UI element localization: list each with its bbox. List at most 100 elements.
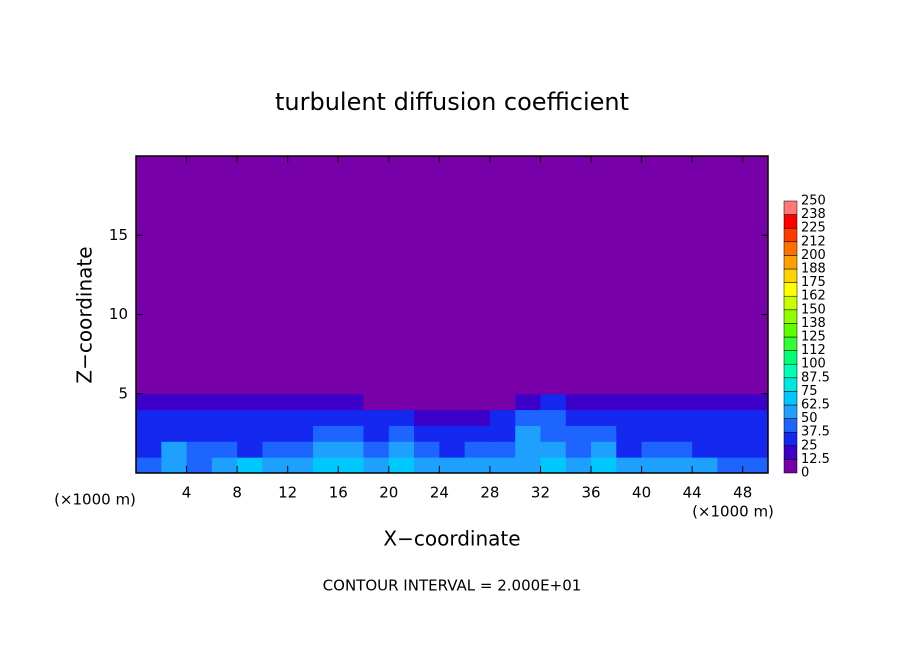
heat-cell	[211, 377, 238, 395]
heat-cell	[287, 377, 314, 395]
heat-cell	[136, 409, 162, 426]
chart-title: turbulent diffusion coefficient	[275, 88, 629, 116]
heat-cell	[489, 377, 516, 395]
heat-cell	[211, 441, 238, 458]
heat-cell	[742, 377, 769, 395]
heat-cell	[565, 377, 592, 395]
colorbar-swatch	[783, 255, 798, 270]
heat-cell	[742, 441, 769, 458]
heat-cell	[287, 409, 314, 426]
colorbar-label: 150	[801, 302, 826, 317]
x-tick-label: 4	[182, 484, 192, 502]
heat-cell	[717, 441, 744, 458]
heat-cell	[388, 393, 415, 411]
x-tick-label: 16	[329, 484, 348, 502]
heat-cell	[262, 377, 289, 395]
colorbar-label: 175	[801, 275, 826, 290]
heat-cell	[312, 393, 339, 411]
colorbar-swatch	[783, 214, 798, 229]
heat-cell	[136, 377, 162, 395]
heat-cell	[414, 441, 440, 458]
x-unit-label: (×1000 m)	[692, 503, 774, 521]
heat-cell	[338, 441, 365, 458]
heat-cell	[186, 457, 213, 474]
heat-cell	[237, 393, 263, 411]
heat-cell	[186, 409, 213, 426]
heat-cell	[692, 457, 718, 474]
heat-cell	[211, 393, 238, 411]
colorbar-label: 200	[801, 248, 826, 263]
heat-cell	[439, 457, 466, 474]
y-tick-label: 5	[118, 384, 128, 402]
heat-cell	[287, 425, 314, 442]
colorbar-label: 125	[801, 330, 826, 345]
heat-cell	[464, 377, 491, 395]
heat-cell	[489, 425, 516, 442]
heat-cell	[312, 409, 339, 426]
heat-cell	[161, 441, 188, 458]
colorbar-label: 225	[801, 221, 826, 236]
heat-cell	[692, 441, 718, 458]
colorbar-label: 62.5	[801, 398, 830, 413]
heat-cell	[717, 409, 744, 426]
heat-cell	[237, 377, 263, 395]
heat-cell	[414, 457, 440, 474]
heat-cell	[262, 441, 289, 458]
heat-cell	[692, 425, 718, 442]
colorbar-label: 87.5	[801, 370, 830, 385]
heat-cell	[388, 377, 415, 395]
heat-cell	[161, 457, 188, 474]
heat-cell	[591, 425, 617, 442]
colorbar-label: 162	[801, 289, 826, 304]
heat-cell	[591, 377, 617, 395]
heat-cell	[388, 425, 415, 442]
heat-cell	[515, 393, 541, 411]
heat-cell	[591, 441, 617, 458]
heat-cell	[312, 457, 339, 474]
heat-cell	[666, 393, 693, 411]
colorbar-swatch	[783, 200, 798, 215]
heat-cell	[287, 441, 314, 458]
heat-cell	[717, 425, 744, 442]
heat-cell	[439, 441, 466, 458]
heat-cell	[565, 425, 592, 442]
heat-cell	[692, 377, 718, 395]
heat-cell	[515, 441, 541, 458]
heat-cell	[540, 393, 567, 411]
heat-cell	[211, 425, 238, 442]
heat-cell	[312, 377, 339, 395]
heat-cell	[414, 393, 440, 411]
heat-cell	[464, 409, 491, 426]
heat-cell	[666, 457, 693, 474]
heat-cell	[641, 377, 668, 395]
heat-cell	[565, 393, 592, 411]
colorbar-swatch	[783, 268, 798, 283]
heat-cell	[439, 377, 466, 395]
heat-cell	[641, 457, 668, 474]
heat-cell	[616, 393, 643, 411]
heat-cell	[666, 377, 693, 395]
heat-cell	[540, 409, 567, 426]
heat-cell	[363, 393, 390, 411]
heat-cell	[540, 377, 567, 395]
colorbar-label: 212	[801, 234, 826, 249]
heat-cell	[439, 425, 466, 442]
heat-cell	[262, 393, 289, 411]
heat-cell	[262, 425, 289, 442]
heat-cell	[717, 377, 744, 395]
colorbar-label: 25	[801, 438, 818, 453]
colorbar-label: 250	[801, 194, 826, 209]
heat-cell	[388, 409, 415, 426]
colorbar-swatch	[783, 445, 798, 460]
heat-cell	[287, 393, 314, 411]
heat-cell	[565, 441, 592, 458]
heat-cell	[439, 393, 466, 411]
heat-cell	[591, 409, 617, 426]
heat-cell	[161, 425, 188, 442]
heat-cell	[136, 393, 162, 411]
heat-cell	[161, 393, 188, 411]
heat-cell	[363, 409, 390, 426]
colorbar-label: 75	[801, 384, 818, 399]
heat-cell	[388, 457, 415, 474]
colorbar-swatch	[783, 418, 798, 433]
